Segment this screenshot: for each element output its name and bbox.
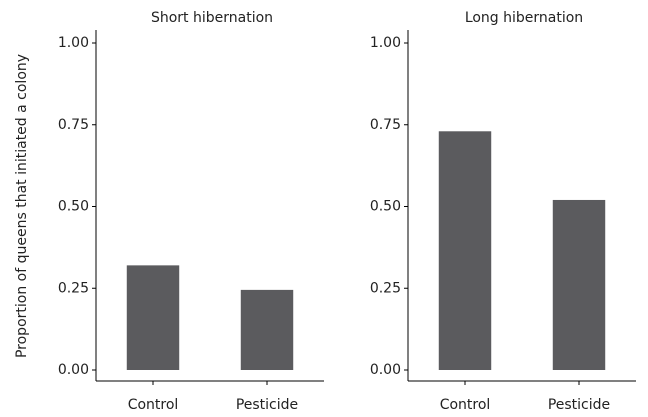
y-tick-label: 0.00 bbox=[370, 362, 401, 378]
x-tick-label: Control bbox=[440, 397, 491, 413]
y-axis-label: Proportion of queens that initiated a co… bbox=[14, 54, 30, 358]
y-tick-label: 0.25 bbox=[58, 280, 89, 296]
y-tick-label: 0.50 bbox=[370, 199, 401, 215]
y-tick-label: 0.75 bbox=[58, 117, 89, 133]
bar bbox=[126, 265, 180, 370]
y-tick-label: 0.50 bbox=[58, 199, 89, 215]
bar bbox=[552, 199, 606, 370]
x-tick-label: Pesticide bbox=[548, 397, 610, 413]
chart-title: Long hibernation bbox=[465, 10, 583, 26]
y-tick-label: 1.00 bbox=[370, 35, 401, 51]
y-tick-label: 0.00 bbox=[58, 362, 89, 378]
y-tick-label: 0.75 bbox=[370, 117, 401, 133]
bar bbox=[240, 289, 294, 370]
x-tick-label: Control bbox=[128, 397, 179, 413]
x-tick-label: Pesticide bbox=[236, 397, 298, 413]
y-tick-label: 0.25 bbox=[370, 280, 401, 296]
chart-title: Short hibernation bbox=[151, 10, 273, 26]
bar bbox=[438, 131, 492, 370]
y-tick-label: 1.00 bbox=[58, 35, 89, 51]
